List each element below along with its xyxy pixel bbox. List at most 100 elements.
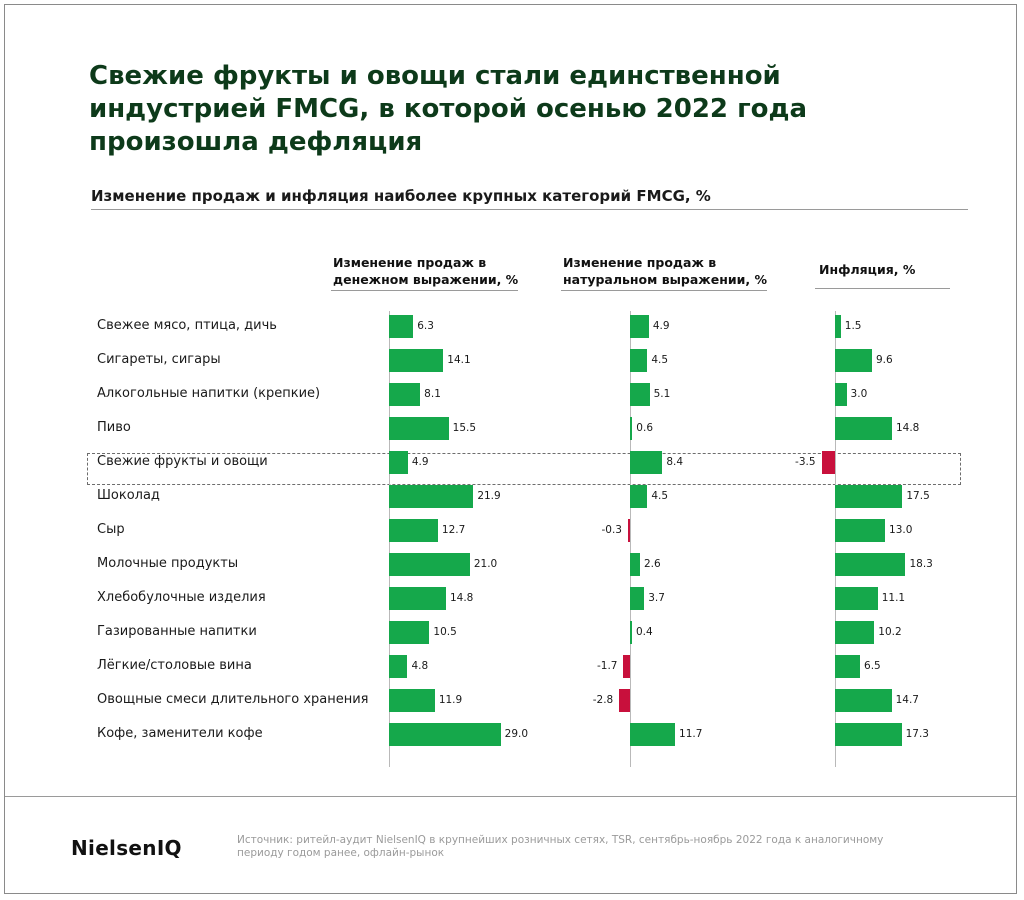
data-label-volume-sales: 2.6 [644, 558, 661, 570]
bar-inflation [835, 383, 847, 406]
data-label-value-sales: 4.8 [411, 660, 429, 672]
chart-subtitle: Изменение продаж и инфляция наиболее кру… [91, 187, 711, 205]
data-label-value-sales: 14.8 [449, 592, 474, 604]
category-label: Молочные продукты [97, 556, 239, 571]
bar-value-sales [389, 723, 501, 746]
data-label-volume-sales: 11.7 [679, 728, 703, 740]
data-label-inflation: 18.3 [909, 558, 933, 570]
bar-value-sales [389, 655, 408, 678]
bar-value-sales [389, 553, 470, 576]
data-label-inflation: 17.5 [906, 490, 930, 502]
data-label-value-sales: 14.1 [447, 354, 471, 366]
category-label: Лёгкие/столовые вина [97, 658, 252, 673]
footer-divider [5, 796, 1016, 797]
data-label-volume-sales: -1.7 [596, 660, 618, 672]
panel-header-inflation: Инфляция, % [819, 262, 916, 277]
data-label-volume-sales: 0.4 [636, 626, 653, 638]
category-label: Сыр [97, 522, 125, 537]
data-label-volume-sales: 4.5 [651, 354, 669, 366]
bar-inflation [835, 519, 886, 542]
bar-value-sales [389, 417, 449, 440]
bar-inflation [835, 315, 841, 338]
category-label: Пиво [97, 420, 131, 435]
bar-volume-sales [630, 451, 663, 474]
bar-value-sales [389, 383, 421, 406]
data-label-value-sales: 11.9 [438, 694, 463, 706]
bar-volume-sales [630, 417, 633, 440]
data-label-value-sales: 29.0 [504, 728, 529, 740]
data-label-inflation: 9.6 [875, 354, 893, 366]
bar-inflation [835, 349, 872, 372]
source-note: Источник: ритейл-аудит NielsenIQ в крупн… [237, 834, 884, 859]
bar-volume-sales [623, 655, 630, 678]
nielseniq-logo: NielsenIQ [71, 836, 182, 860]
data-label-inflation: 14.7 [895, 694, 919, 706]
category-label: Алкогольные напитки (крепкие) [97, 386, 321, 401]
bar-value-sales [389, 689, 435, 712]
bar-value-sales [389, 621, 430, 644]
bar-volume-sales [628, 519, 630, 542]
data-label-value-sales: 15.5 [452, 422, 477, 434]
data-label-value-sales: 21.9 [477, 490, 501, 502]
bar-volume-sales [630, 723, 676, 746]
bar-inflation [835, 553, 906, 576]
bar-volume-sales [630, 553, 640, 576]
zero-axis-volume-sales [630, 311, 631, 767]
bar-volume-sales [630, 349, 648, 372]
data-label-volume-sales: 4.5 [651, 490, 669, 502]
data-label-inflation: 14.8 [895, 422, 920, 434]
data-label-volume-sales: 0.6 [636, 422, 653, 434]
data-label-inflation: 6.5 [864, 660, 881, 672]
data-label-volume-sales: 8.4 [666, 456, 684, 468]
bar-volume-sales [630, 587, 645, 610]
data-label-volume-sales: 3.7 [648, 592, 665, 604]
data-label-inflation: 11.1 [881, 592, 906, 604]
bar-volume-sales [630, 315, 649, 338]
data-label-inflation: -3.5 [795, 456, 816, 468]
data-label-value-sales: 4.9 [411, 456, 429, 468]
bar-volume-sales [619, 689, 630, 712]
category-label: Шоколад [97, 488, 160, 503]
bar-inflation [835, 655, 861, 678]
bar-value-sales [389, 519, 438, 542]
panel-header-volume-sales: Изменение продаж в натуральном выражении… [563, 255, 767, 287]
bar-value-sales [389, 451, 408, 474]
data-label-volume-sales: 4.9 [652, 320, 670, 332]
bar-value-sales [389, 485, 474, 508]
data-label-value-sales: 12.7 [441, 524, 466, 536]
data-label-volume-sales: -2.8 [592, 694, 614, 706]
category-label: Свежие фрукты и овощи [97, 454, 268, 469]
bar-inflation [835, 621, 875, 644]
bar-inflation [835, 587, 878, 610]
bar-inflation [835, 723, 902, 746]
bar-volume-sales [630, 621, 632, 644]
bar-value-sales [389, 315, 414, 338]
bar-inflation [835, 485, 903, 508]
data-label-inflation: 17.3 [905, 728, 929, 740]
data-label-value-sales: 10.5 [433, 626, 457, 638]
data-label-volume-sales: 5.1 [653, 388, 671, 400]
panel-header-value-sales: Изменение продаж в денежном выражении, % [333, 255, 519, 287]
category-label: Овощные смеси длительного хранения [97, 692, 369, 707]
category-label: Свежее мясо, птица, дичь [97, 318, 277, 333]
bar-inflation [835, 417, 892, 440]
bar-volume-sales [630, 383, 650, 406]
category-label: Газированные напитки [97, 624, 257, 639]
bar-value-sales [389, 349, 444, 372]
data-label-value-sales: 21.0 [473, 558, 498, 570]
panel-header-rule-volume-sales [561, 290, 767, 291]
data-label-inflation: 3.0 [850, 388, 868, 400]
highlight-box-fresh-produce [87, 453, 961, 485]
data-label-inflation: 13.0 [889, 524, 913, 536]
bar-value-sales [389, 587, 446, 610]
data-label-volume-sales: -0.3 [601, 524, 623, 536]
data-label-value-sales: 6.3 [417, 320, 434, 332]
category-label: Хлебобулочные изделия [97, 590, 266, 605]
bar-volume-sales [630, 485, 648, 508]
bar-inflation [821, 451, 835, 474]
category-label: Кофе, заменители кофе [97, 726, 263, 741]
data-label-inflation: 10.2 [878, 626, 902, 638]
panel-header-rule-inflation [815, 288, 950, 289]
data-label-inflation: 1.5 [844, 320, 862, 332]
bar-inflation [835, 689, 892, 712]
